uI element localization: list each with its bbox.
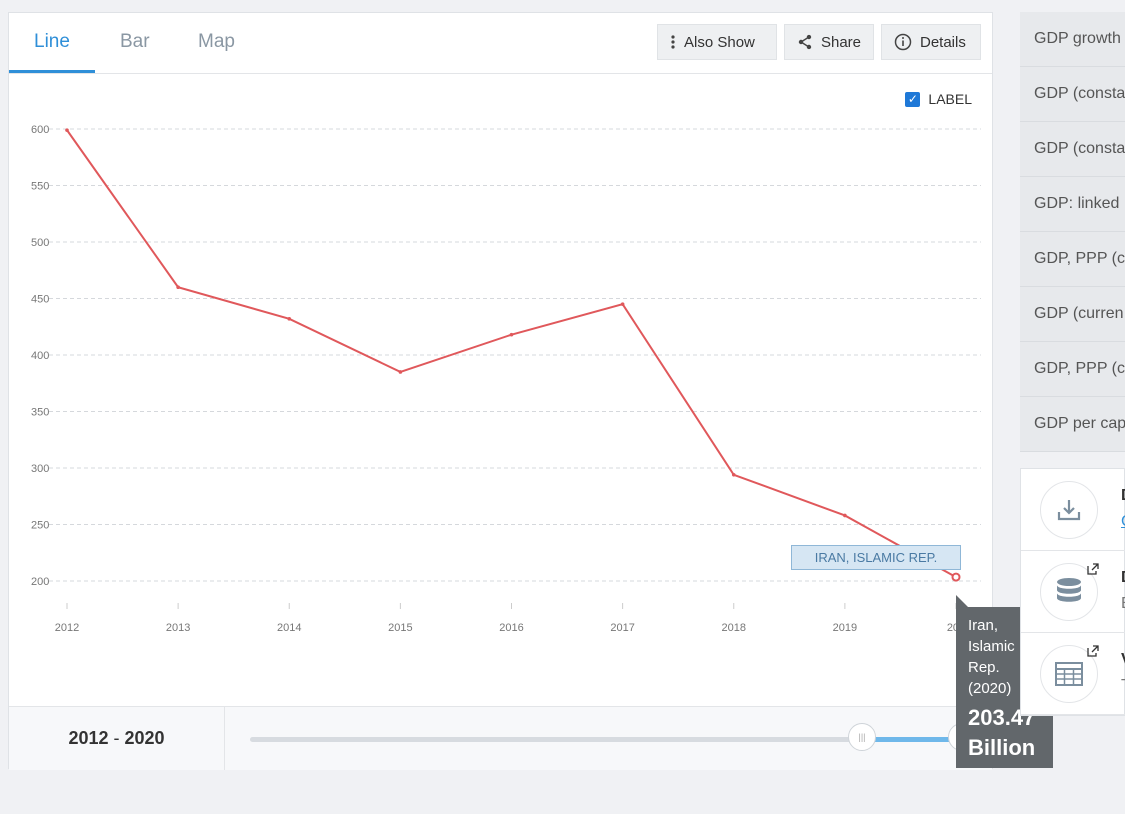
- y-tick-label: 200: [31, 576, 49, 588]
- x-tick-label: 2015: [388, 622, 412, 634]
- x-tick-label: 2018: [722, 622, 746, 634]
- tooltip-year: (2020): [968, 680, 1012, 697]
- also-show-label: Also Show: [684, 33, 755, 51]
- data-point[interactable]: [731, 472, 736, 477]
- indicator-item[interactable]: GDP, PPP (cu: [1020, 342, 1125, 397]
- y-tick-label: 350: [31, 407, 49, 419]
- tooltip-unit: Billion: [968, 735, 1036, 760]
- data-point[interactable]: [65, 128, 69, 132]
- y-tick-label: 550: [31, 181, 49, 193]
- active-tab-indicator: [9, 70, 95, 73]
- external-link-icon: [1087, 563, 1099, 575]
- resource-link-fragment[interactable]: C: [1121, 513, 1125, 531]
- databank-resource-row[interactable]: D E: [1021, 551, 1125, 633]
- external-link-icon: [1087, 645, 1099, 657]
- indicator-item[interactable]: GDP (consta: [1020, 122, 1125, 177]
- indicator-list: GDP growth GDP (consta GDP (consta GDP: …: [1020, 12, 1125, 452]
- chart-tabs: Line Bar Map Also Show Share Details: [9, 13, 992, 74]
- tab-line[interactable]: Line: [34, 31, 70, 52]
- indicator-item[interactable]: GDP: linked: [1020, 177, 1125, 232]
- share-label: Share: [820, 33, 861, 51]
- download-icon: [1057, 500, 1081, 521]
- slider-start-handle[interactable]: |||: [848, 723, 876, 751]
- label-toggle[interactable]: ✓ LABEL: [905, 91, 972, 107]
- database-icon: [1057, 578, 1081, 602]
- chart-card: Line Bar Map Also Show Share Details ✓ L…: [8, 12, 993, 770]
- series-label-box: IRAN, ISLAMIC REP.: [791, 545, 961, 570]
- tooltip-country-line-2: Islamic: [968, 638, 1015, 655]
- tooltip-country-line-3: Rep.: [968, 659, 1000, 676]
- year-range-slider[interactable]: ||| |||: [250, 723, 976, 751]
- resources-panel: D C D E V T: [1020, 468, 1125, 716]
- data-point[interactable]: [287, 317, 292, 321]
- data-point[interactable]: [509, 332, 514, 337]
- year-range-label: 2012 - 2020: [9, 707, 225, 770]
- data-point[interactable]: [398, 370, 403, 374]
- x-tick-label: 2014: [277, 622, 301, 634]
- data-point[interactable]: [620, 302, 625, 306]
- indicator-item[interactable]: GDP per cap: [1020, 397, 1125, 452]
- label-toggle-text: LABEL: [928, 91, 972, 107]
- download-resource-row[interactable]: D C: [1021, 469, 1125, 551]
- x-tick-label: 2017: [610, 622, 634, 634]
- data-point[interactable]: [843, 513, 847, 518]
- resource-desc-fragment: E: [1121, 595, 1125, 613]
- data-point[interactable]: [176, 285, 180, 290]
- share-button[interactable]: Share: [784, 24, 874, 60]
- tooltip-country-line-1: Iran,: [968, 617, 999, 634]
- table-icon: [1055, 662, 1083, 686]
- y-tick-label: 300: [31, 463, 49, 475]
- x-tick-label: 2013: [166, 622, 190, 634]
- label-checkbox[interactable]: ✓: [905, 91, 921, 107]
- y-tick-label: 450: [31, 294, 49, 306]
- database-icon-circle[interactable]: [1040, 563, 1098, 621]
- table-icon-circle[interactable]: [1040, 645, 1098, 703]
- info-icon: [894, 33, 912, 51]
- range-footer: 2012 - 2020 ||| |||: [9, 706, 992, 770]
- y-tick-label: 500: [31, 237, 49, 249]
- data-point[interactable]: [951, 572, 961, 582]
- range-start: 2012: [68, 728, 109, 748]
- download-icon-circle[interactable]: [1040, 481, 1098, 539]
- indicator-item[interactable]: GDP, PPP (co: [1020, 232, 1125, 287]
- slider-selected-range: [862, 737, 962, 742]
- share-icon: [798, 34, 812, 50]
- details-label: Details: [920, 33, 966, 51]
- tab-bar[interactable]: Bar: [120, 31, 150, 52]
- table-resource-row[interactable]: V T: [1021, 633, 1125, 715]
- line-chart: 600 550 500 450 400 350 300 250 200 2012 2013 2014 2…: [31, 124, 981, 634]
- details-button[interactable]: Details: [881, 24, 981, 60]
- x-tick-label: 2012: [55, 622, 79, 634]
- indicator-item[interactable]: GDP (consta: [1020, 67, 1125, 122]
- series-label-text: IRAN, ISLAMIC REP.: [814, 550, 938, 565]
- range-separator: -: [113, 728, 120, 748]
- indicator-item[interactable]: GDP (curren: [1020, 287, 1125, 342]
- tab-map[interactable]: Map: [198, 31, 235, 52]
- x-tick-label: 2016: [499, 622, 523, 634]
- x-tick-label: 2019: [833, 622, 857, 634]
- y-tick-label: 400: [31, 350, 49, 362]
- indicator-item[interactable]: GDP growth: [1020, 12, 1125, 67]
- also-show-button[interactable]: Also Show: [657, 24, 777, 60]
- resource-desc-fragment: T: [1121, 677, 1125, 695]
- y-tick-label: 250: [31, 520, 49, 532]
- resource-title-fragment: V: [1121, 651, 1125, 669]
- more-vertical-icon: [671, 35, 675, 49]
- series-line: [66, 129, 957, 578]
- resource-title-fragment: D: [1121, 569, 1125, 587]
- y-tick-label: 600: [31, 124, 49, 136]
- range-end: 2020: [124, 728, 165, 748]
- resource-title-fragment: D: [1121, 487, 1125, 505]
